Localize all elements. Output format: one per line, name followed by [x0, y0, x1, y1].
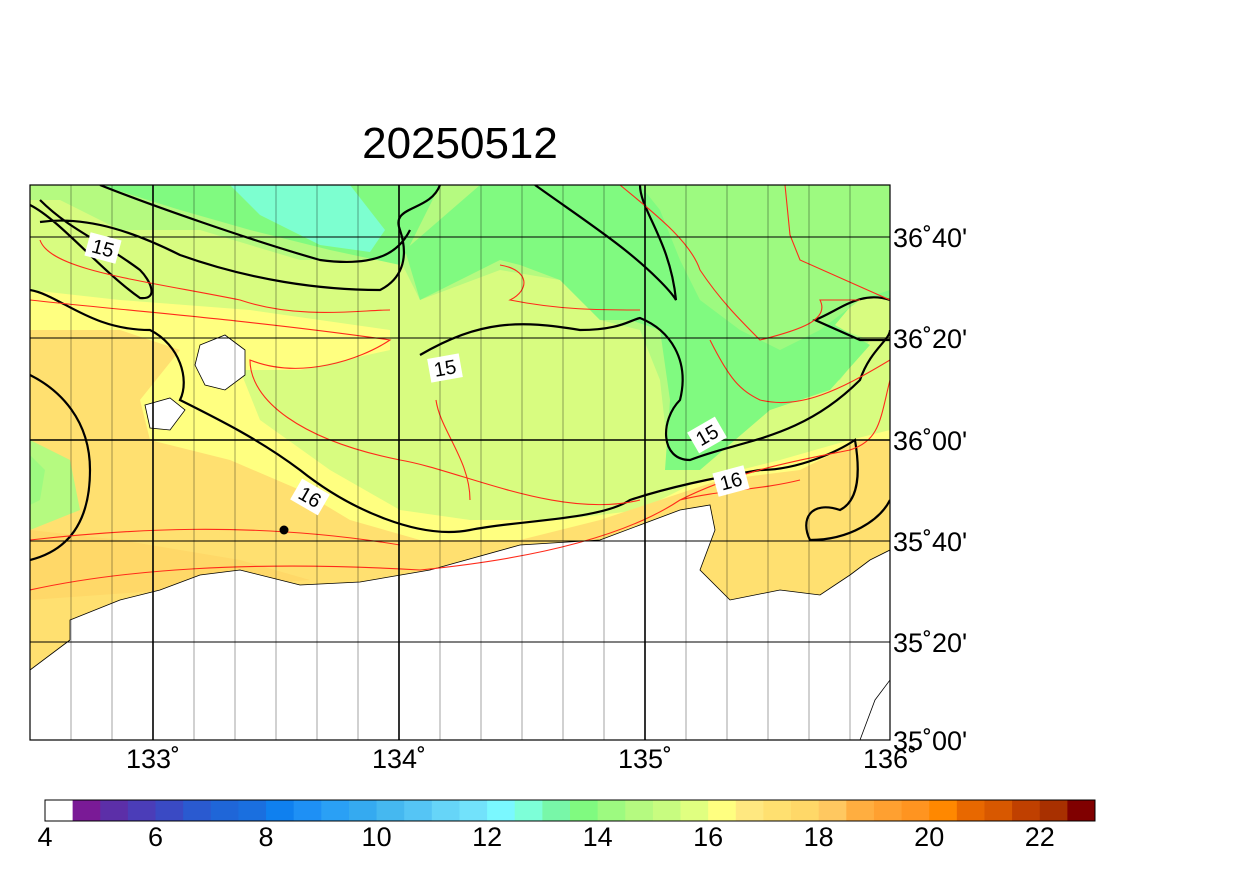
- colorbar-swatch: [625, 800, 654, 821]
- colorbar-swatch: [238, 800, 267, 821]
- colorbar-swatch: [514, 800, 543, 821]
- colorbar-swatch: [818, 800, 847, 821]
- lat-label: 35˚20': [893, 628, 967, 658]
- colorbar: 4 6 8 10 12 14 16 18 20 22: [37, 799, 1096, 852]
- lat-label: 36˚00': [893, 426, 967, 456]
- colorbar-swatch: [735, 800, 764, 821]
- colorbar-swatch: [1039, 800, 1068, 821]
- contour-label-box: [712, 465, 750, 497]
- colorbar-label: 16: [693, 822, 723, 852]
- colorbar-swatch: [183, 800, 212, 821]
- colorbar-label: 12: [472, 822, 502, 852]
- colorbar-label: 4: [37, 822, 52, 852]
- colorbar-swatch: [873, 800, 903, 821]
- lat-label: 35˚40': [893, 527, 967, 557]
- contour-label-box: [427, 353, 463, 383]
- colorbar-swatch: [293, 800, 322, 821]
- colorbar-label: 22: [1025, 822, 1055, 852]
- lat-label: 36˚20': [893, 324, 967, 354]
- colorbar-swatch: [570, 800, 599, 821]
- colorbar-swatch: [127, 800, 157, 821]
- colorbar-swatch: [984, 800, 1013, 821]
- colorbar-swatch: [680, 800, 709, 821]
- colorbar-swatch: [100, 800, 129, 821]
- colorbar-swatch: [597, 800, 626, 821]
- lon-label: 134˚: [372, 744, 426, 774]
- colorbar-label: 6: [148, 822, 163, 852]
- colorbar-swatch: [155, 800, 184, 821]
- colorbar-swatch: [45, 800, 74, 821]
- colorbar-frame: [44, 799, 1096, 822]
- colorbar-swatch: [901, 800, 930, 821]
- colorbar-label: 20: [914, 822, 944, 852]
- contour-label-text: 15: [432, 356, 458, 382]
- colorbar-swatch: [404, 800, 433, 821]
- colorbar-swatch: [708, 800, 737, 821]
- colorbar-label: 10: [362, 822, 392, 852]
- colorbar-swatch: [956, 800, 985, 821]
- colorbar-label: 14: [583, 822, 613, 852]
- lat-label: 36˚40': [893, 223, 967, 253]
- lon-label: 136˚: [863, 744, 917, 774]
- colorbar-swatch: [459, 800, 488, 821]
- title: 20250512: [362, 119, 558, 168]
- colorbar-swatch: [72, 800, 101, 821]
- map-frame: [29, 184, 891, 741]
- lat-label: 35˚00': [893, 726, 967, 756]
- colorbar-swatch: [321, 800, 350, 821]
- lon-label: 133˚: [126, 744, 180, 774]
- colorbar-swatch: [376, 800, 405, 821]
- colorbar-label: 8: [259, 822, 274, 852]
- colorbar-swatch: [1012, 800, 1041, 821]
- colorbar-swatch: [1067, 800, 1096, 821]
- contour-label: 15: [427, 353, 463, 383]
- colorbar-swatch: [763, 800, 792, 821]
- lon-label: 135˚: [618, 744, 672, 774]
- colorbar-swatch: [791, 800, 820, 821]
- colorbar-label: 18: [804, 822, 834, 852]
- colorbar-swatch: [542, 800, 571, 821]
- colorbar-swatch: [487, 800, 516, 821]
- colorbar-swatch: [266, 800, 295, 821]
- colorbar-swatch: [431, 800, 460, 821]
- colorbar-swatch: [210, 800, 239, 821]
- colorbar-swatch: [929, 800, 958, 821]
- sst-field: [30, 185, 890, 740]
- contour-label-box: [84, 232, 122, 264]
- colorbar-swatch: [652, 800, 682, 821]
- contour-label-box: [687, 416, 727, 454]
- colorbar-swatch: [348, 800, 378, 821]
- colorbar-swatch: [846, 800, 875, 821]
- contour-label-box: [290, 478, 330, 516]
